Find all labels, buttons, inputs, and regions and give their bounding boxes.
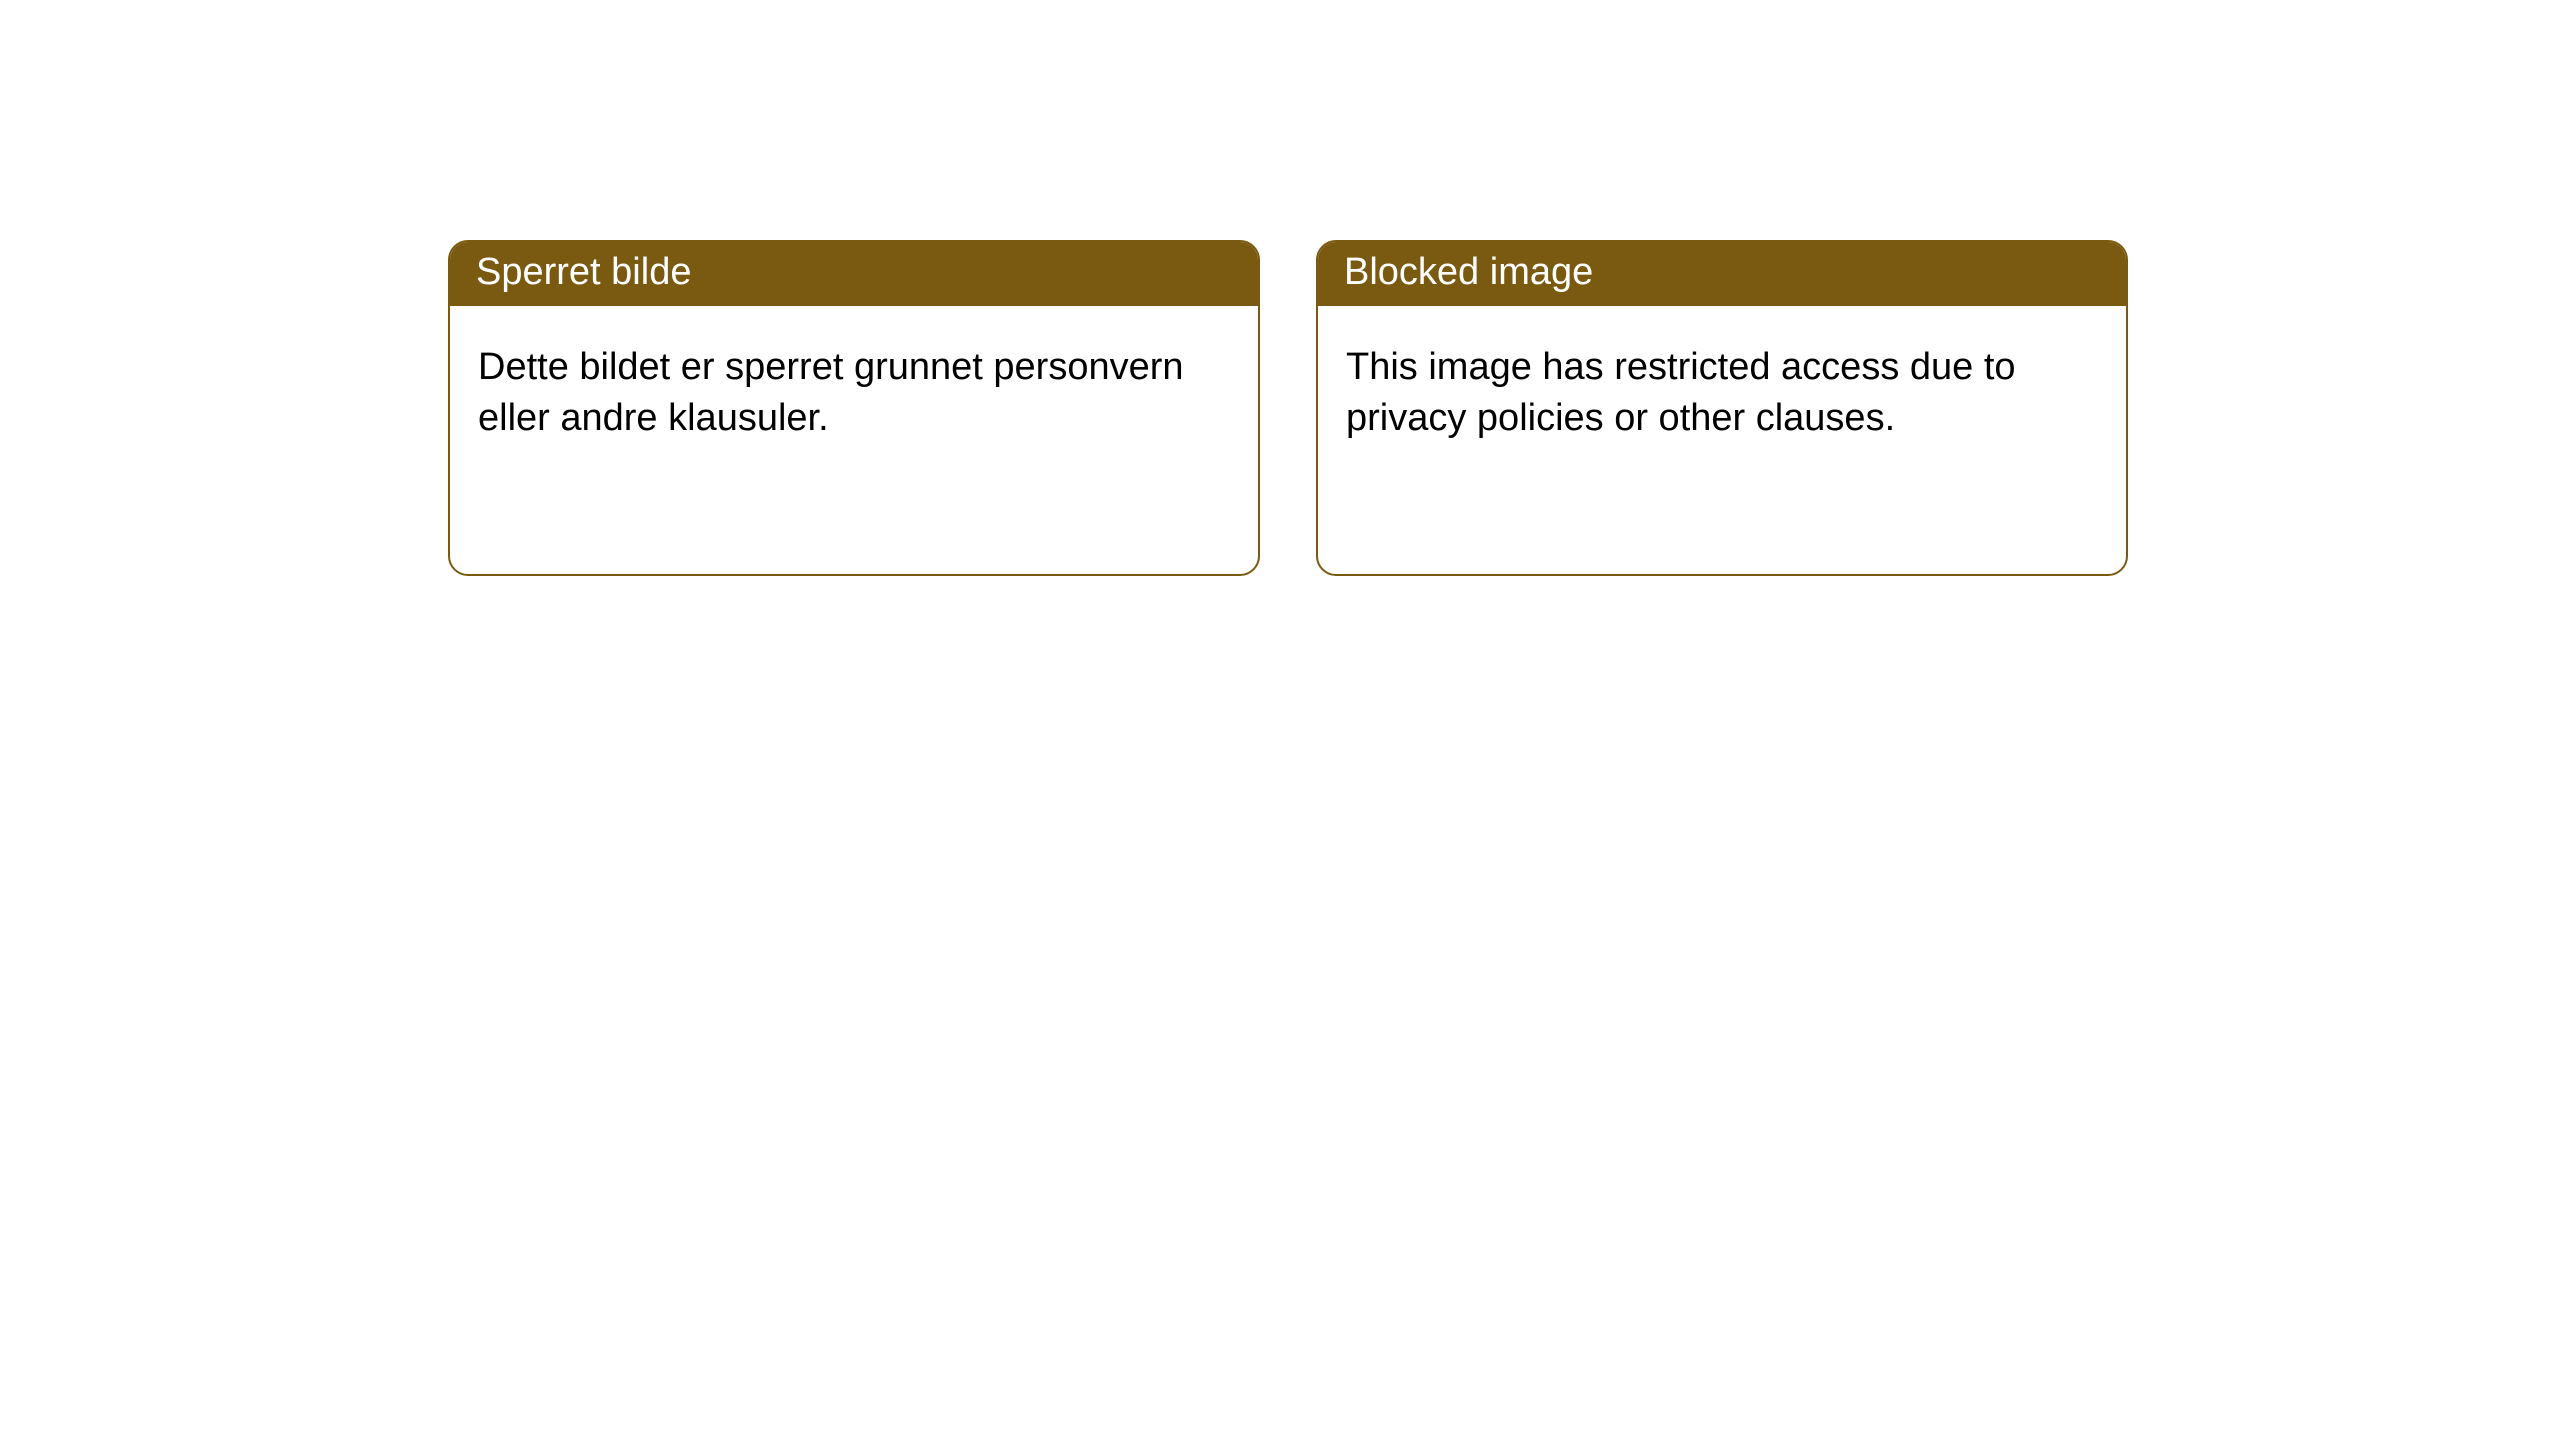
- notice-title: Blocked image: [1344, 251, 1593, 293]
- notice-header: Blocked image: [1318, 242, 2126, 306]
- notice-title: Sperret bilde: [476, 251, 691, 293]
- notice-message: Dette bildet er sperret grunnet personve…: [478, 346, 1184, 439]
- notice-body: Dette bildet er sperret grunnet personve…: [450, 306, 1258, 481]
- notice-body: This image has restricted access due to …: [1318, 306, 2126, 481]
- notice-container: Sperret bilde Dette bildet er sperret gr…: [0, 0, 2560, 576]
- notice-box-norwegian: Sperret bilde Dette bildet er sperret gr…: [448, 240, 1260, 576]
- notice-box-english: Blocked image This image has restricted …: [1316, 240, 2128, 576]
- notice-header: Sperret bilde: [450, 242, 1258, 306]
- notice-message: This image has restricted access due to …: [1346, 346, 2016, 439]
